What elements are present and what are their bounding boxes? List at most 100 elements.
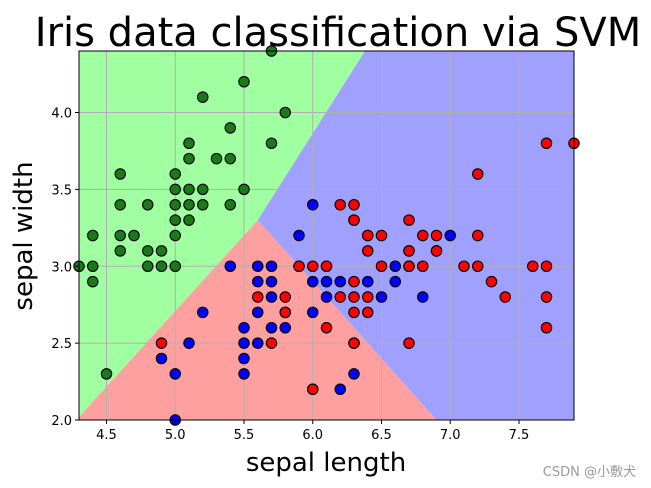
y-tick-label: 3.5 — [51, 183, 72, 198]
scatter-point — [265, 337, 278, 349]
scatter-point — [114, 199, 127, 211]
plot-frame — [78, 50, 575, 421]
scatter-point — [403, 260, 415, 272]
scatter-point — [306, 275, 319, 288]
scatter-point — [183, 214, 195, 226]
y-tick-label: 4.0 — [51, 107, 72, 122]
scatter-point — [430, 245, 443, 257]
scatter-point — [306, 199, 319, 211]
scatter-point — [169, 183, 182, 196]
scatter-point — [252, 291, 264, 303]
scatter-point — [169, 168, 182, 180]
scatter-point — [334, 383, 346, 395]
scatter-point — [224, 260, 237, 272]
scatter-point — [306, 306, 319, 319]
y-axis-title: sepal width — [9, 161, 39, 310]
scatter-point — [389, 260, 401, 272]
scatter-point — [100, 368, 113, 380]
scatter-point — [279, 306, 291, 319]
scatter-point — [183, 152, 195, 165]
scatter-point — [87, 260, 99, 272]
scatter-point — [224, 152, 237, 165]
y-tick-label: 2.0 — [51, 414, 72, 429]
region-versicolor — [79, 220, 437, 420]
scatter-point — [444, 229, 456, 242]
scatter-point — [114, 245, 127, 257]
decision-regions — [79, 51, 574, 420]
scatter-point — [142, 260, 154, 272]
scatter-point — [87, 229, 99, 242]
scatter-point — [155, 337, 168, 349]
scatter-point — [430, 229, 443, 242]
scatter-point — [210, 152, 223, 165]
scatter-point — [499, 291, 511, 303]
scatter-point — [416, 291, 429, 303]
scatter-point — [320, 321, 333, 334]
x-tick-label: 6.5 — [371, 428, 392, 443]
scatter-point — [293, 229, 305, 242]
scatter-point — [471, 168, 484, 180]
scatter-point — [238, 368, 250, 380]
scatter-point — [252, 260, 264, 272]
scatter-point — [142, 199, 154, 211]
scatter-point — [279, 291, 291, 303]
scatter-point — [485, 275, 498, 288]
scatter-point — [252, 337, 264, 349]
scatter-point — [224, 122, 237, 134]
scatter-point — [238, 76, 250, 88]
scatter-point — [320, 275, 333, 288]
scatter-point — [265, 137, 278, 150]
y-tick-label: 2.5 — [51, 337, 72, 352]
region-virginica — [257, 51, 574, 420]
scatter-point — [540, 291, 553, 303]
scatter-point — [155, 352, 168, 365]
scatter-point — [265, 275, 278, 288]
scatter-point — [540, 137, 553, 150]
scatter-point — [458, 260, 470, 272]
scatter-point — [348, 306, 360, 319]
scatter-point — [526, 260, 539, 272]
scatter-point — [320, 291, 333, 303]
scatter-point — [252, 306, 264, 319]
scatter-point — [183, 183, 195, 196]
scatter-point — [238, 337, 250, 349]
scatter-point — [348, 337, 360, 349]
chart-title: Iris data classification via SVM — [35, 10, 641, 56]
scatter-point — [169, 368, 182, 380]
scatter-point — [169, 229, 182, 242]
scatter-point — [279, 106, 291, 119]
x-tick-label: 7.5 — [509, 428, 530, 443]
scatter-point — [252, 275, 264, 288]
scatter-point — [238, 183, 250, 196]
scatter-point — [197, 199, 209, 211]
scatter-point — [361, 245, 374, 257]
scatter-point — [279, 321, 291, 334]
scatter-point — [293, 260, 305, 272]
scatter-point — [403, 337, 415, 349]
x-tick-label: 5.0 — [165, 428, 186, 443]
scatter-point — [348, 291, 360, 303]
y-axis-ticks: 2.0 2.5 3.0 3.5 4.0 — [51, 107, 79, 429]
scatter-point — [265, 291, 278, 303]
plot-area — [73, 45, 580, 426]
scatter-point — [87, 275, 99, 288]
scatter-point — [265, 321, 278, 334]
scatter-point — [183, 199, 195, 211]
scatter-point — [361, 306, 374, 319]
scatter-point — [306, 260, 319, 272]
scatter-point — [334, 199, 346, 211]
scatter-point — [348, 275, 360, 288]
data-points — [73, 45, 580, 426]
x-tick-label: 7.0 — [440, 428, 461, 443]
scatter-point — [142, 245, 154, 257]
scatter-point — [306, 383, 319, 395]
scatter-point — [155, 260, 168, 272]
scatter-point — [114, 168, 127, 180]
scatter-point — [375, 291, 388, 303]
scatter-point — [403, 245, 415, 257]
scatter-point — [197, 183, 209, 196]
scatter-point — [375, 229, 388, 242]
x-axis-title: sepal length — [246, 448, 406, 478]
x-tick-label: 5.5 — [234, 428, 255, 443]
